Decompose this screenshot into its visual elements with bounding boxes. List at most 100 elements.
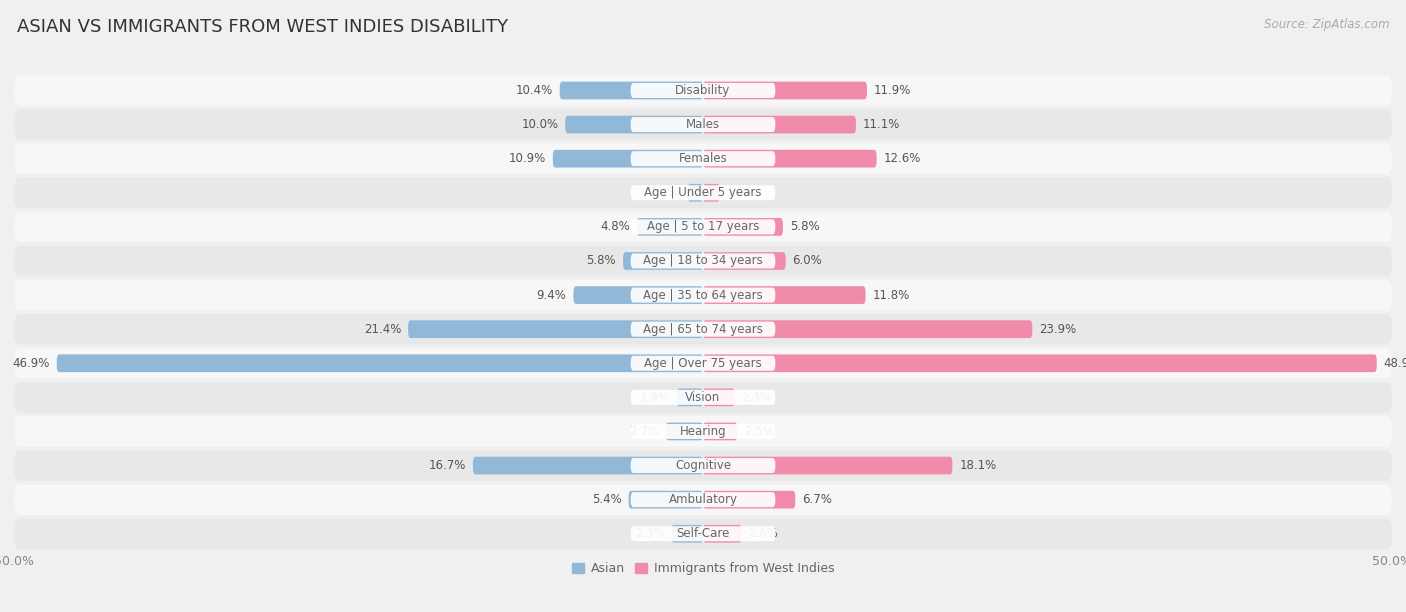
Text: Age | 65 to 74 years: Age | 65 to 74 years (643, 323, 763, 335)
FancyBboxPatch shape (14, 177, 1392, 208)
Text: 21.4%: 21.4% (364, 323, 401, 335)
Text: Disability: Disability (675, 84, 731, 97)
FancyBboxPatch shape (631, 458, 775, 473)
Text: 2.5%: 2.5% (744, 425, 775, 438)
FancyBboxPatch shape (14, 484, 1392, 515)
FancyBboxPatch shape (676, 389, 703, 406)
Text: Vision: Vision (685, 391, 721, 404)
Text: 2.3%: 2.3% (741, 391, 772, 404)
Text: 11.9%: 11.9% (875, 84, 911, 97)
Text: Age | Under 5 years: Age | Under 5 years (644, 186, 762, 200)
FancyBboxPatch shape (14, 280, 1392, 310)
FancyBboxPatch shape (703, 491, 796, 509)
FancyBboxPatch shape (14, 109, 1392, 140)
FancyBboxPatch shape (14, 75, 1392, 106)
FancyBboxPatch shape (14, 314, 1392, 345)
Text: Age | Over 75 years: Age | Over 75 years (644, 357, 762, 370)
FancyBboxPatch shape (631, 424, 775, 439)
FancyBboxPatch shape (637, 218, 703, 236)
FancyBboxPatch shape (631, 151, 775, 166)
Text: 1.9%: 1.9% (640, 391, 669, 404)
FancyBboxPatch shape (631, 253, 775, 269)
Text: 16.7%: 16.7% (429, 459, 465, 472)
Text: Age | 5 to 17 years: Age | 5 to 17 years (647, 220, 759, 233)
FancyBboxPatch shape (703, 252, 786, 270)
FancyBboxPatch shape (14, 450, 1392, 481)
Text: 10.9%: 10.9% (509, 152, 546, 165)
FancyBboxPatch shape (553, 150, 703, 168)
Text: 10.0%: 10.0% (522, 118, 558, 131)
Text: 4.8%: 4.8% (600, 220, 630, 233)
Text: 10.4%: 10.4% (516, 84, 553, 97)
FancyBboxPatch shape (472, 457, 703, 474)
Text: 6.0%: 6.0% (793, 255, 823, 267)
FancyBboxPatch shape (703, 150, 876, 168)
FancyBboxPatch shape (703, 423, 738, 440)
FancyBboxPatch shape (631, 219, 775, 234)
Text: 11.1%: 11.1% (863, 118, 900, 131)
FancyBboxPatch shape (631, 322, 775, 337)
Text: Age | 35 to 64 years: Age | 35 to 64 years (643, 289, 763, 302)
FancyBboxPatch shape (631, 288, 775, 302)
Text: Females: Females (679, 152, 727, 165)
FancyBboxPatch shape (666, 423, 703, 440)
FancyBboxPatch shape (703, 320, 1032, 338)
FancyBboxPatch shape (703, 81, 868, 99)
FancyBboxPatch shape (560, 81, 703, 99)
FancyBboxPatch shape (14, 348, 1392, 379)
FancyBboxPatch shape (631, 526, 775, 541)
Text: Ambulatory: Ambulatory (668, 493, 738, 506)
Text: Source: ZipAtlas.com: Source: ZipAtlas.com (1264, 18, 1389, 31)
Text: 46.9%: 46.9% (13, 357, 49, 370)
FancyBboxPatch shape (631, 117, 775, 132)
FancyBboxPatch shape (688, 184, 703, 201)
Text: Males: Males (686, 118, 720, 131)
FancyBboxPatch shape (631, 185, 775, 200)
FancyBboxPatch shape (14, 212, 1392, 242)
FancyBboxPatch shape (631, 390, 775, 405)
Text: Hearing: Hearing (679, 425, 727, 438)
Text: 2.3%: 2.3% (634, 528, 665, 540)
Text: 5.8%: 5.8% (790, 220, 820, 233)
FancyBboxPatch shape (408, 320, 703, 338)
Text: 9.4%: 9.4% (537, 289, 567, 302)
FancyBboxPatch shape (623, 252, 703, 270)
Text: 2.7%: 2.7% (628, 425, 659, 438)
FancyBboxPatch shape (14, 518, 1392, 549)
FancyBboxPatch shape (14, 245, 1392, 276)
FancyBboxPatch shape (628, 491, 703, 509)
FancyBboxPatch shape (703, 389, 735, 406)
Text: 48.9%: 48.9% (1384, 357, 1406, 370)
Legend: Asian, Immigrants from West Indies: Asian, Immigrants from West Indies (567, 558, 839, 580)
FancyBboxPatch shape (703, 218, 783, 236)
Text: 1.2%: 1.2% (727, 186, 756, 200)
Text: 12.6%: 12.6% (883, 152, 921, 165)
FancyBboxPatch shape (574, 286, 703, 304)
FancyBboxPatch shape (671, 525, 703, 543)
Text: 23.9%: 23.9% (1039, 323, 1077, 335)
Text: ASIAN VS IMMIGRANTS FROM WEST INDIES DISABILITY: ASIAN VS IMMIGRANTS FROM WEST INDIES DIS… (17, 18, 508, 36)
Text: Cognitive: Cognitive (675, 459, 731, 472)
Text: 2.8%: 2.8% (748, 528, 778, 540)
Text: 5.8%: 5.8% (586, 255, 616, 267)
FancyBboxPatch shape (631, 83, 775, 98)
FancyBboxPatch shape (703, 286, 866, 304)
FancyBboxPatch shape (703, 184, 720, 201)
FancyBboxPatch shape (703, 525, 741, 543)
Text: 18.1%: 18.1% (959, 459, 997, 472)
Text: Age | 18 to 34 years: Age | 18 to 34 years (643, 255, 763, 267)
FancyBboxPatch shape (14, 143, 1392, 174)
Text: 1.1%: 1.1% (651, 186, 681, 200)
FancyBboxPatch shape (14, 382, 1392, 412)
Text: 6.7%: 6.7% (803, 493, 832, 506)
FancyBboxPatch shape (14, 416, 1392, 447)
FancyBboxPatch shape (631, 356, 775, 371)
FancyBboxPatch shape (703, 354, 1376, 372)
FancyBboxPatch shape (56, 354, 703, 372)
FancyBboxPatch shape (703, 116, 856, 133)
Text: 5.4%: 5.4% (592, 493, 621, 506)
Text: Self-Care: Self-Care (676, 528, 730, 540)
FancyBboxPatch shape (703, 457, 952, 474)
Text: 11.8%: 11.8% (873, 289, 910, 302)
FancyBboxPatch shape (565, 116, 703, 133)
